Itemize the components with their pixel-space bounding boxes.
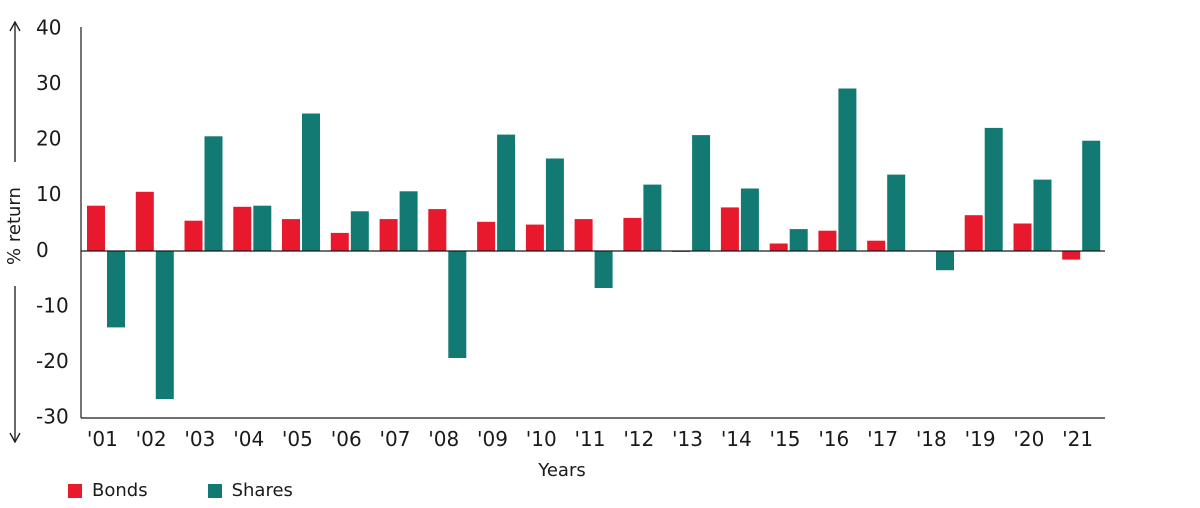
x-tick-label: '21 <box>1062 427 1093 451</box>
bar-shares-16 <box>887 174 906 252</box>
bar-shares-4 <box>302 113 320 252</box>
bar-bonds-15 <box>818 230 837 252</box>
x-tick-label: '13 <box>672 427 703 451</box>
bar-bonds-3 <box>233 206 252 252</box>
y-tick-label: 10 <box>36 182 61 206</box>
x-tick-label: '17 <box>867 427 898 451</box>
bar-bonds-10 <box>574 219 593 252</box>
x-tick-label: '03 <box>184 427 215 451</box>
bar-bonds-13 <box>720 207 739 252</box>
bar-shares-19 <box>1033 179 1052 252</box>
bar-bonds-6 <box>379 219 398 252</box>
bar-bonds-5 <box>330 232 349 252</box>
y-tick-label: -20 <box>36 349 69 373</box>
x-tick-label: '08 <box>428 427 459 451</box>
bar-shares-18 <box>984 127 1003 252</box>
bar-series <box>87 88 1101 400</box>
legend-swatch-shares <box>207 483 222 498</box>
x-tick-label: '19 <box>965 427 996 451</box>
bar-shares-6 <box>399 191 418 252</box>
bar-shares-10 <box>594 251 613 288</box>
bar-bonds-20 <box>1062 251 1081 260</box>
legend-label-shares: Shares <box>231 480 293 501</box>
bar-bonds-16 <box>867 240 886 252</box>
x-tick-label: '10 <box>526 427 557 451</box>
bar-bonds-9 <box>525 224 544 252</box>
y-axis-arrow <box>9 20 21 444</box>
bar-bonds-4 <box>282 219 300 252</box>
bar-shares-20 <box>1082 140 1101 252</box>
bar-shares-13 <box>740 188 759 252</box>
bar-bonds-12 <box>672 251 691 252</box>
bar-shares-7 <box>448 251 467 358</box>
legend-item-bonds: Bonds <box>68 480 148 501</box>
y-tick-label: -30 <box>36 405 69 429</box>
x-tick-label: '15 <box>770 427 801 451</box>
bar-shares-11 <box>643 184 662 252</box>
bar-bonds-14 <box>769 243 788 252</box>
x-axis-title: Years <box>537 460 586 481</box>
bar-shares-5 <box>350 211 369 252</box>
x-tick-label: '09 <box>477 427 508 451</box>
x-tick-label: '06 <box>331 427 362 451</box>
legend-item-shares: Shares <box>207 480 293 501</box>
bar-bonds-8 <box>477 221 496 252</box>
x-tick-label: '01 <box>87 427 118 451</box>
x-tick-label: '16 <box>818 427 849 451</box>
y-tick-label: 20 <box>36 127 61 151</box>
bar-shares-0 <box>107 251 125 328</box>
x-tick-label: '02 <box>136 427 167 451</box>
y-axis-title: % return <box>4 187 25 265</box>
bar-bonds-1 <box>135 191 154 252</box>
bar-shares-8 <box>497 134 516 252</box>
y-tick-label: 30 <box>36 71 61 95</box>
bar-shares-2 <box>204 136 223 252</box>
legend-swatch-bonds <box>68 483 82 498</box>
x-tick-label: '18 <box>916 427 947 451</box>
x-tick-label: '20 <box>1013 427 1044 451</box>
x-tick-label: '12 <box>623 427 654 451</box>
x-tick-label: '07 <box>380 427 411 451</box>
x-tick-label: '04 <box>233 427 264 451</box>
bar-shares-1 <box>155 251 174 400</box>
bar-bonds-11 <box>623 217 642 252</box>
x-axis-ticks: '01 '02 '03 '04 '05 '06 '07 '08 '09 '10 '11 '12 '13 '… <box>87 427 1093 451</box>
bar-shares-9 <box>545 158 564 252</box>
y-tick-label: 0 <box>36 238 49 262</box>
y-axis-ticks: 40 30 20 10 0 -10 -20 -30 <box>36 16 69 429</box>
legend-label-bonds: Bonds <box>92 480 148 501</box>
bar-bonds-2 <box>184 220 203 252</box>
y-tick-label: 40 <box>36 16 61 40</box>
legend: Bonds Shares <box>68 480 353 501</box>
bar-shares-3 <box>253 205 272 252</box>
x-tick-label: '11 <box>575 427 606 451</box>
bar-shares-15 <box>838 88 857 252</box>
bar-bonds-18 <box>964 215 983 252</box>
bar-shares-14 <box>789 229 808 252</box>
bar-bonds-0 <box>87 205 105 252</box>
bar-bonds-7 <box>428 209 447 252</box>
bar-shares-12 <box>692 135 711 252</box>
y-tick-label: -10 <box>36 293 69 317</box>
x-tick-label: '05 <box>282 427 313 451</box>
x-tick-label: '14 <box>721 427 752 451</box>
bar-shares-17 <box>936 251 954 271</box>
bar-bonds-19 <box>1013 223 1032 252</box>
